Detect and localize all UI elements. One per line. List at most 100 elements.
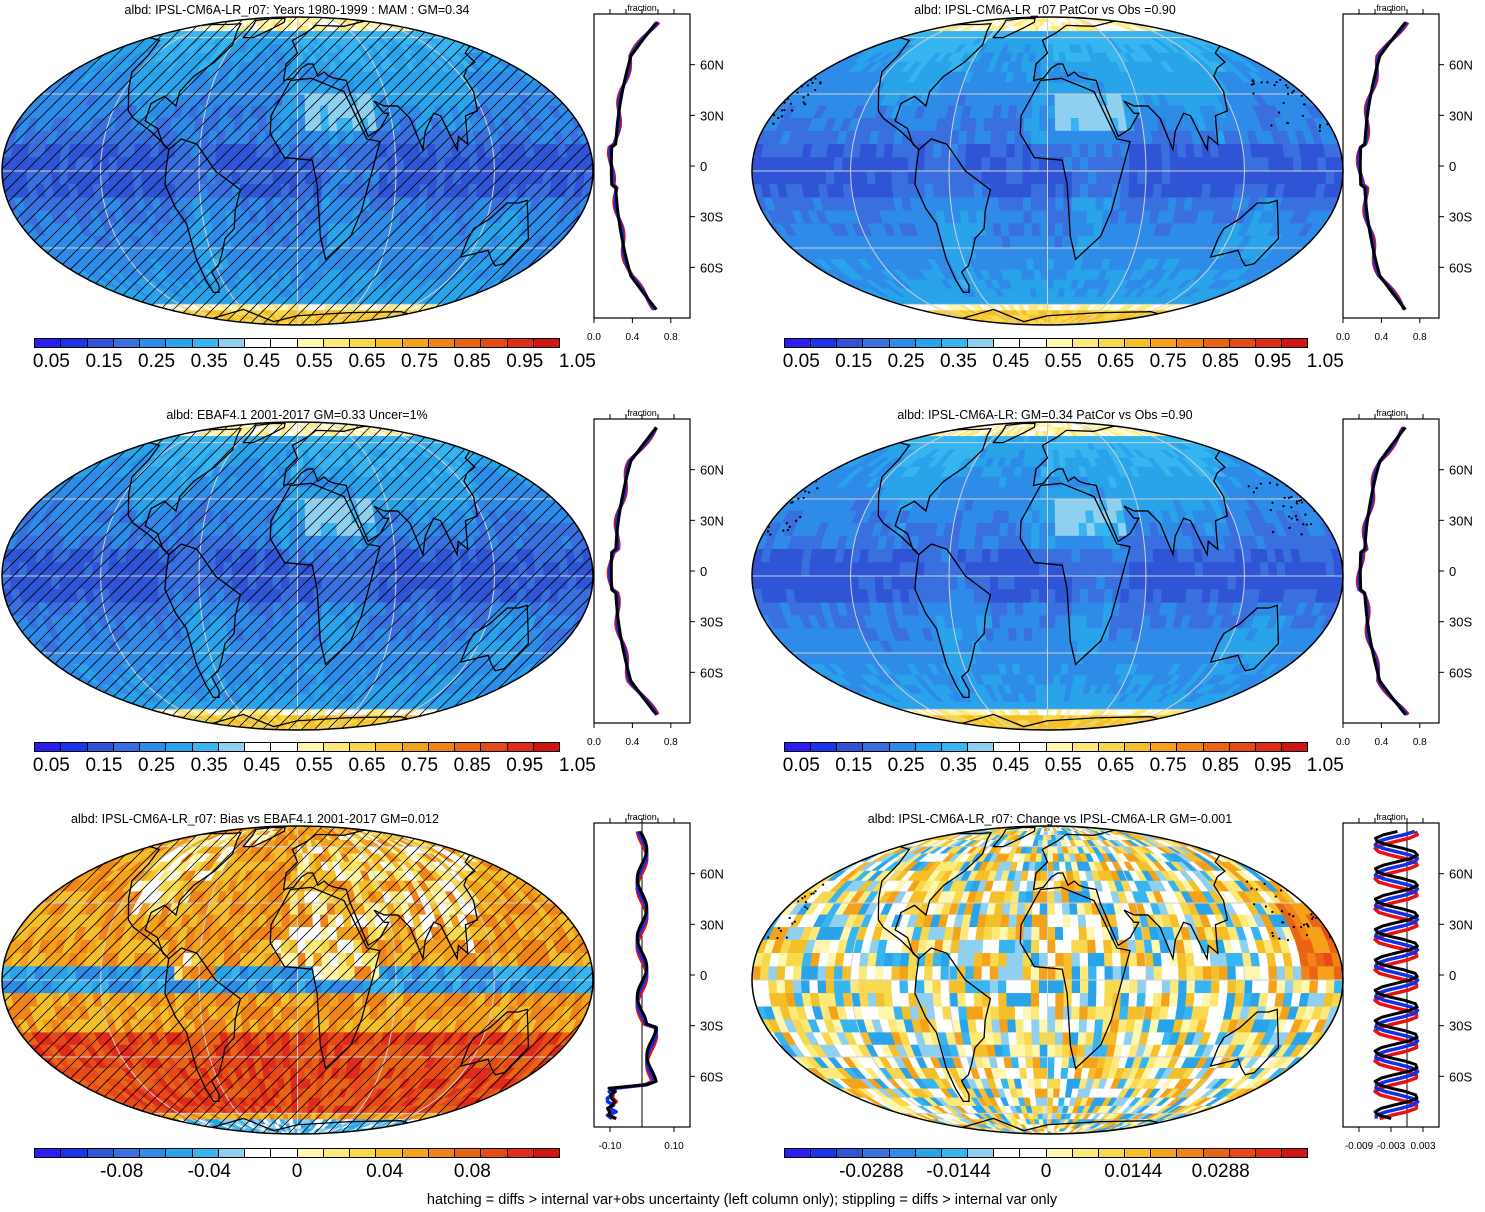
colorbar-cell <box>1020 339 1047 347</box>
colorbar-tick-label: 0.05 <box>32 351 70 372</box>
map-title: albd: IPSL-CM6A-LR_r07 PatCor vs Obs =0.… <box>914 3 1176 17</box>
colorbar-tick-label: 0.85 <box>453 351 491 372</box>
map-title: albd: IPSL-CM6A-LR_r07: Change vs IPSL-C… <box>867 812 1233 826</box>
colorbar-cell <box>837 743 864 751</box>
profile-series-line <box>1355 21 1410 311</box>
colorbar-cell <box>785 339 812 347</box>
profile-header: fraction <box>1376 408 1406 418</box>
profile-series-line <box>1358 21 1407 311</box>
profile-xtick-label: 0.4 <box>1374 737 1388 748</box>
colorbar-cell <box>785 743 812 751</box>
colorbar-cell <box>245 743 272 751</box>
profile-header: fraction <box>627 812 657 822</box>
profile-xtick-label: 0.10 <box>664 1141 684 1152</box>
colorbar-cell <box>1125 1149 1152 1157</box>
colorbar-cell <box>218 1149 245 1157</box>
colorbar-tick-label: 0.15 <box>835 755 873 776</box>
profile-lat-label: 30N <box>700 917 724 932</box>
profile-lat-label: 60N <box>700 58 724 73</box>
profile-series-line <box>606 830 658 1120</box>
colorbar-cell <box>218 743 245 751</box>
colorbar-cell <box>297 339 324 347</box>
profile-series-line <box>1357 426 1409 716</box>
profile-xtick-label: 0.0 <box>1336 737 1350 748</box>
profile-series-line <box>608 21 660 311</box>
colorbar-tick-label: 0.25 <box>887 351 925 372</box>
colorbar-cell <box>837 339 864 347</box>
colorbar-cell <box>455 339 482 347</box>
colorbar-cell <box>1203 1149 1230 1157</box>
colorbar-cell <box>968 743 995 751</box>
colorbar-tick-label: 1.05 <box>1306 351 1344 372</box>
colorbar-tick-label: 0.95 <box>1254 351 1292 372</box>
profile-xtick-label: 0.003 <box>1410 1141 1435 1152</box>
profile-xtick-label: 0.8 <box>664 737 678 748</box>
colorbar-cell <box>533 743 559 751</box>
profile-series-line <box>1373 829 1419 1121</box>
colorbar-tick-label: 0.95 <box>1254 755 1292 776</box>
colorbar-tick-label: 0 <box>1040 1161 1052 1182</box>
colorbar-tick-label: 0.55 <box>295 755 333 776</box>
profile-lat-label: 30N <box>700 108 724 123</box>
profile-lat-label: 60S <box>1449 260 1472 275</box>
colorbar-cell <box>1203 339 1230 347</box>
colorbar-cell <box>271 1149 298 1157</box>
colorbar-tick-label: 1.05 <box>558 755 596 776</box>
profile-header: fraction <box>1376 3 1406 13</box>
colorbar-cell <box>1098 339 1126 347</box>
profile-lat-label: 60N <box>1449 463 1473 478</box>
colorbar-cell <box>1020 1149 1047 1157</box>
colorbar-cell <box>1125 339 1152 347</box>
zonal-mean-profile: fraction 60N 30N 0 30S 60S 0.0 0.4 0.8 <box>587 408 724 748</box>
profile-xtick-label: -0.10 <box>599 1141 622 1152</box>
profile-header: fraction <box>627 408 657 418</box>
profile-lat-label: 30S <box>1449 1019 1472 1034</box>
profile-xtick-label: 0.4 <box>625 737 639 748</box>
colorbar-cell <box>1151 339 1178 347</box>
colorbar-cell <box>863 743 890 751</box>
colorbar-cell <box>1098 743 1126 751</box>
profile-header: fraction <box>1376 812 1406 822</box>
colorbar-cell <box>533 1149 559 1157</box>
colorbar-cell <box>166 1149 193 1157</box>
colorbar-cell <box>889 1149 916 1157</box>
colorbar-cell <box>61 743 88 751</box>
profile-lat-label: 60S <box>1449 1069 1472 1084</box>
profile-series-line <box>608 426 659 716</box>
profile-lat-label: 0 <box>1449 968 1456 983</box>
colorbar-tick-label: 0.55 <box>295 351 333 372</box>
colorbar-cell <box>507 743 534 751</box>
colorbar-cell <box>323 1149 350 1157</box>
zonal-mean-profile: fraction 60N 30N 0 30S 60S 0.0 0.4 0.8 <box>587 3 724 343</box>
map-title: albd: IPSL-CM6A-LR_r07: Bias vs EBAF4.1 … <box>71 812 439 826</box>
colorbar-tick-label: 0.04 <box>366 1161 404 1182</box>
colorbar-cell <box>87 339 114 347</box>
colorbar-cell <box>35 1149 62 1157</box>
colorbar <box>34 338 560 348</box>
colorbar-cell <box>915 339 942 347</box>
profile-xtick-label: -0.009 <box>1345 1141 1374 1152</box>
colorbar-cell <box>61 339 88 347</box>
colorbar-tick-label: 1.05 <box>558 351 596 372</box>
profile-xtick-label: 0.0 <box>587 332 601 343</box>
map-title: albd: EBAF4.1 2001-2017 GM=0.33 Uncer=1% <box>166 408 428 422</box>
colorbar-tick-label: 0.15 <box>835 351 873 372</box>
colorbar-cell <box>1046 339 1073 347</box>
colorbar-cell <box>350 743 377 751</box>
profile-header: fraction <box>627 3 657 13</box>
colorbar-tick-label: 0.08 <box>453 1161 491 1182</box>
colorbar-cell <box>915 743 942 751</box>
colorbar-cell <box>297 743 324 751</box>
profile-series-line <box>606 426 660 716</box>
colorbar-cell <box>811 339 838 347</box>
colorbar-cell <box>1072 339 1099 347</box>
colorbar-cell <box>1072 1149 1099 1157</box>
colorbar-tick-label: 0.05 <box>782 351 820 372</box>
colorbar-cell <box>245 339 272 347</box>
colorbar-tick-label: 0.65 <box>348 755 386 776</box>
colorbar-cell <box>1281 339 1308 347</box>
colorbar-tick-label: 0.05 <box>32 755 70 776</box>
colorbar-cell <box>811 743 838 751</box>
world-map <box>751 825 1344 1135</box>
profile-lat-label: 60S <box>1449 665 1472 680</box>
